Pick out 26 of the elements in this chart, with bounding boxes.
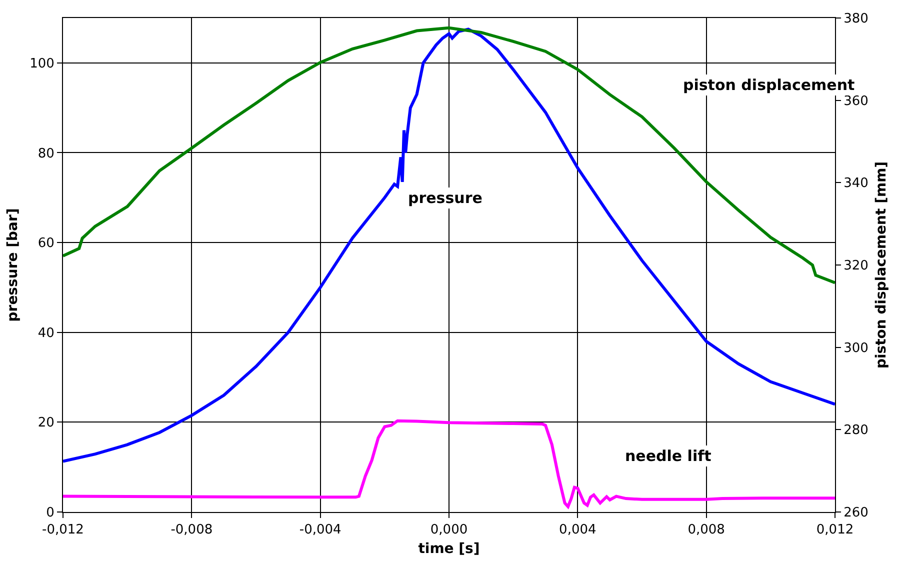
y2-tick-label: 380	[844, 12, 868, 27]
y2-tick-label: 340	[844, 176, 868, 192]
x-tick-label: -0,008	[170, 522, 213, 538]
y2-tick-label: 360	[844, 94, 868, 109]
y2-tick-label: 320	[844, 258, 868, 274]
x-tick-label: 0,000	[430, 522, 468, 538]
y-tick-label: 60	[38, 236, 54, 252]
series-label: pressure	[408, 189, 482, 207]
y2-axis-title: piston displacement [mm]	[874, 161, 890, 369]
y2-tick-label: 280	[844, 423, 868, 438]
text: piston displacement	[683, 76, 855, 94]
x-tick-label: 0,008	[688, 522, 725, 538]
y2-tick-label: 300	[844, 340, 868, 356]
x-tick-label: 0,004	[559, 522, 596, 538]
y-tick-label: 100	[30, 56, 54, 72]
y-axis-title: pressure [bar]	[5, 208, 22, 322]
y2-tick-label: 260	[844, 506, 868, 521]
x-axis-title: time [s]	[418, 540, 480, 557]
y-tick-label: 40	[38, 326, 54, 341]
text: needle lift	[625, 447, 712, 465]
x-tick-label: 0,012	[816, 522, 854, 538]
x-tick-label: -0,012	[42, 522, 84, 538]
y-tick-label: 20	[38, 416, 54, 431]
x-tick-label: -0,004	[299, 522, 342, 538]
y-tick-label: 80	[38, 146, 54, 162]
y-tick-label: 0	[46, 506, 54, 521]
